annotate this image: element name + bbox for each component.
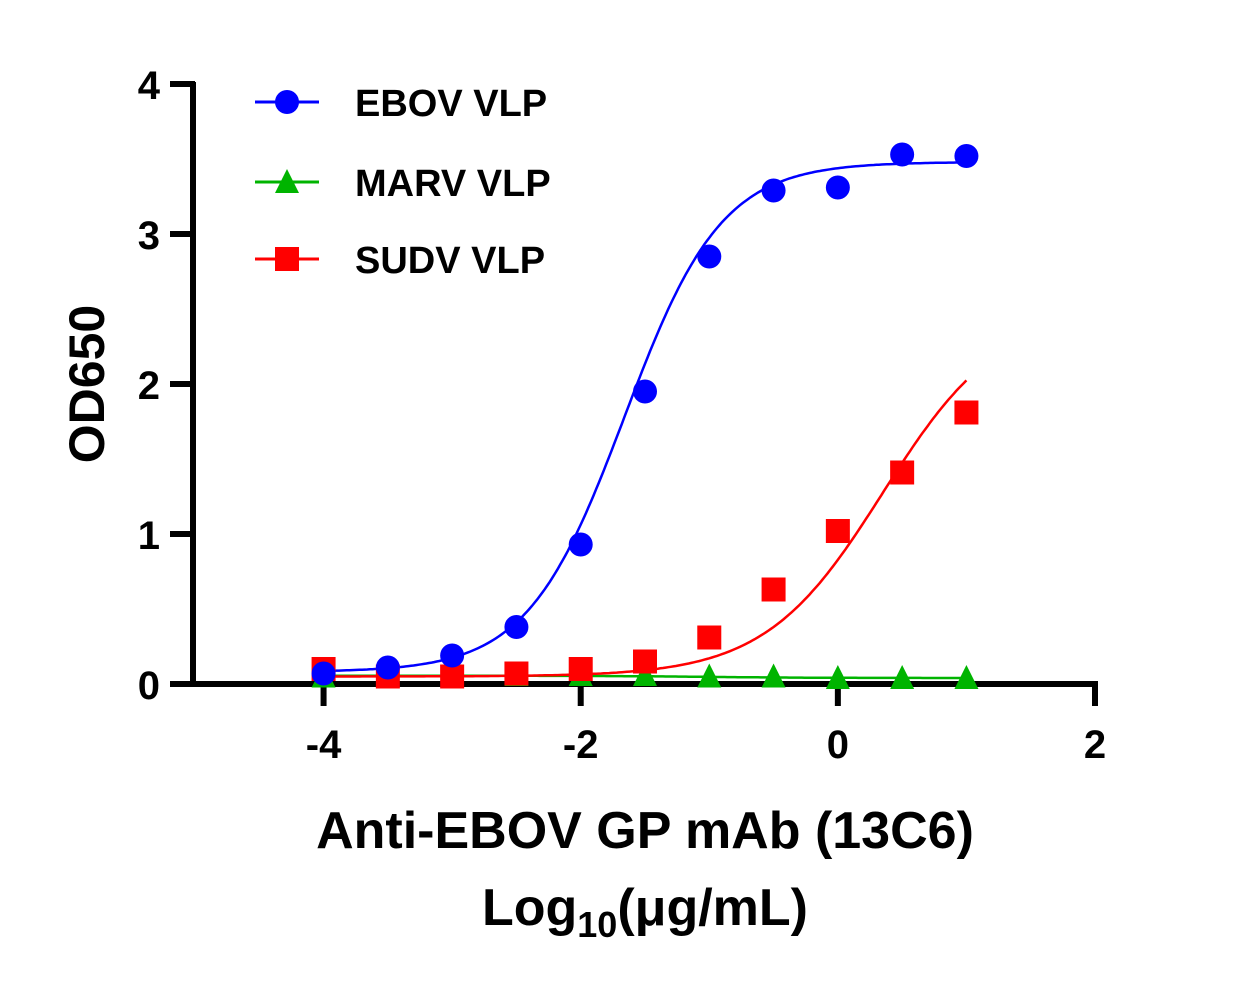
data-point — [633, 379, 657, 404]
data-point — [440, 643, 465, 668]
legend-label: MARV VLP — [355, 163, 551, 205]
legend-marker-square — [275, 247, 299, 271]
data-point — [954, 400, 979, 425]
data-point — [954, 665, 979, 689]
data-point — [568, 657, 593, 681]
data-point — [890, 142, 915, 167]
x-axis-label: Anti-EBOV GP mAb (13C6) — [316, 802, 974, 860]
x-tick-label: -4 — [306, 723, 342, 767]
data-point — [311, 661, 336, 686]
data-point — [568, 532, 593, 557]
data-point — [890, 460, 915, 485]
x-tick-label: -2 — [563, 723, 599, 767]
data-point — [375, 655, 400, 680]
data-point — [504, 615, 529, 639]
x-axis-units-subscript: 10 — [577, 904, 617, 945]
data-point — [761, 178, 786, 203]
legend-marker-circle — [275, 90, 299, 114]
y-tick-label: 3 — [138, 214, 160, 258]
legend: EBOV VLP MARV VLP SUDV VLP — [255, 83, 551, 282]
data-point — [825, 175, 850, 200]
fit-curve-sudv-vlp — [323, 379, 968, 678]
legend-label: EBOV VLP — [355, 83, 547, 125]
data-point — [633, 662, 657, 686]
data-points — [311, 142, 979, 689]
data-point — [697, 663, 722, 688]
data-point — [633, 649, 657, 674]
axes: 0 1 2 3 4 -4 -2 0 2 — [138, 64, 1106, 767]
data-point — [890, 665, 915, 689]
x-tick-label: 0 — [827, 723, 849, 767]
x-axis-label-units: Log10(μg/mL) — [482, 879, 808, 945]
data-point — [504, 661, 529, 686]
data-point — [761, 577, 786, 602]
fit-curve-ebov-vlp — [323, 161, 967, 673]
data-point — [825, 519, 850, 543]
y-tick-label: 4 — [138, 64, 161, 108]
x-axis-units-suffix: (μg/mL) — [617, 879, 808, 937]
legend-marker-triangle — [275, 169, 299, 193]
data-point — [825, 665, 850, 689]
data-point — [954, 144, 979, 168]
data-point — [761, 663, 786, 688]
y-tick-label: 0 — [138, 664, 160, 708]
data-point — [697, 625, 722, 650]
data-point — [440, 664, 465, 689]
legend-label: SUDV VLP — [355, 240, 545, 282]
x-tick-label: 2 — [1084, 723, 1106, 767]
y-tick-label: 1 — [138, 514, 160, 558]
y-tick-label: 2 — [138, 364, 160, 408]
x-axis-units-prefix: Log — [482, 879, 577, 937]
data-point — [697, 244, 722, 269]
y-axis-label: OD650 — [59, 305, 115, 463]
